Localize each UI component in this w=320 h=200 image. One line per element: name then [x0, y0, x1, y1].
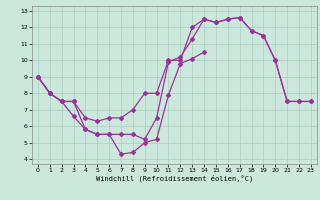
X-axis label: Windchill (Refroidissement éolien,°C): Windchill (Refroidissement éolien,°C) — [96, 175, 253, 182]
